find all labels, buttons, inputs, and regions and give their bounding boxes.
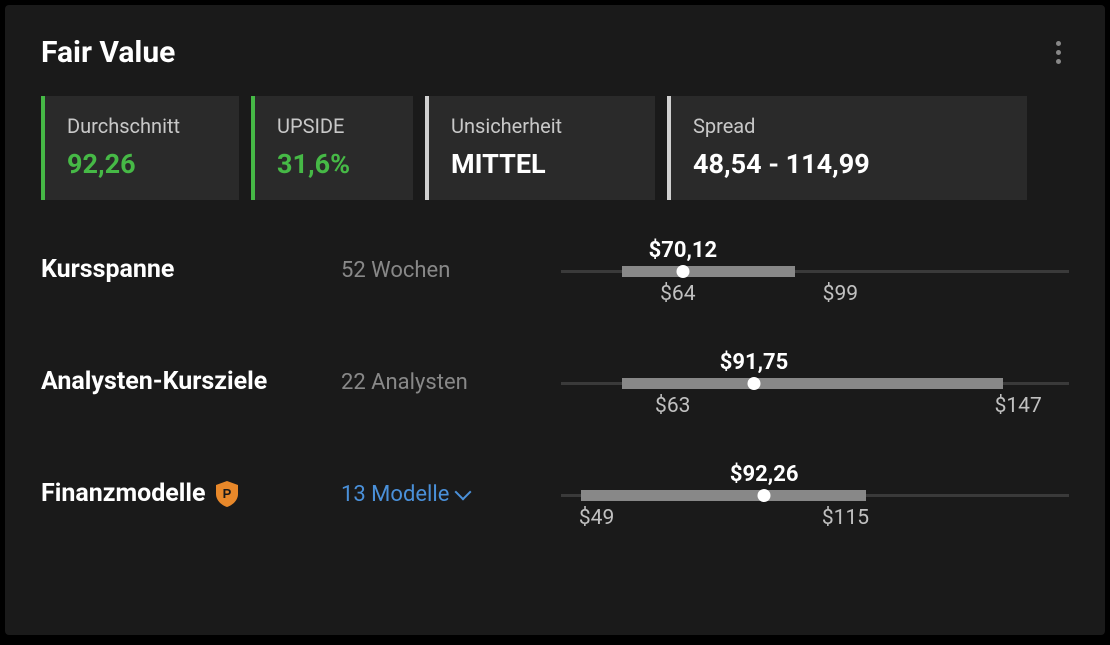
slider-bar (622, 378, 1003, 389)
range-sublabel-link[interactable]: 13 Modelle (341, 482, 561, 507)
slider-current-value: $70,12 (649, 238, 718, 263)
range-sublabel: 52 Wochen (341, 258, 561, 283)
slider-dot (676, 265, 689, 278)
range-label-text: Kursspanne (41, 254, 174, 287)
stat-value: MITTEL (451, 148, 633, 180)
range-row-analysten: Analysten-Kursziele 22 Analysten $91,75 … (41, 352, 1069, 412)
slider-bar (581, 490, 865, 501)
slider-low-value: $63 (655, 394, 690, 418)
stat-uncertainty: Unsicherheit MITTEL (425, 96, 655, 200)
slider-current-value: $91,75 (720, 350, 789, 375)
stat-label: Spread (693, 114, 1005, 138)
stat-spread: Spread 48,54 - 114,99 (667, 96, 1027, 200)
stat-label: Durchschnitt (67, 114, 217, 138)
range-label: Finanzmodelle P (41, 478, 341, 511)
svg-text:P: P (222, 486, 231, 501)
range-row-finanzmodelle: Finanzmodelle P 13 Modelle $92,26 $49 $1… (41, 464, 1069, 524)
slider-high-value: $99 (823, 282, 858, 306)
slider-current-value: $92,26 (730, 462, 799, 487)
slider-high-value: $115 (822, 506, 869, 530)
pro-badge-icon: P (216, 481, 238, 507)
range-slider: $91,75 $63 $147 (561, 352, 1069, 412)
slider-bar (622, 266, 795, 277)
stat-value: 31,6% (277, 148, 391, 180)
slider-low-value: $49 (579, 506, 614, 530)
range-sublabel: 22 Analysten (341, 370, 561, 395)
slider-dot (748, 377, 761, 390)
slider-high-value: $147 (995, 394, 1042, 418)
stat-value: 48,54 - 114,99 (693, 148, 1005, 180)
stat-label: Unsicherheit (451, 114, 633, 138)
fair-value-card: Fair Value Durchschnitt 92,26 UPSIDE 31,… (5, 5, 1105, 635)
range-sublabel-text: 13 Modelle (341, 482, 449, 507)
range-label: Kursspanne (41, 254, 341, 287)
range-slider: $70,12 $64 $99 (561, 240, 1069, 300)
stat-label: UPSIDE (277, 114, 391, 138)
range-label-text: Finanzmodelle (41, 478, 206, 511)
range-slider: $92,26 $49 $115 (561, 464, 1069, 524)
more-options-icon[interactable] (1048, 33, 1069, 72)
slider-dot (758, 489, 771, 502)
card-title: Fair Value (41, 35, 175, 70)
stat-average: Durchschnitt 92,26 (41, 96, 239, 200)
stat-value: 92,26 (67, 148, 217, 180)
range-label-text: Analysten-Kursziele (41, 366, 267, 399)
card-header: Fair Value (41, 33, 1069, 72)
range-row-kursspanne: Kursspanne 52 Wochen $70,12 $64 $99 (41, 240, 1069, 300)
chevron-down-icon (455, 484, 472, 501)
stats-row: Durchschnitt 92,26 UPSIDE 31,6% Unsicher… (41, 96, 1069, 200)
slider-low-value: $64 (660, 282, 695, 306)
range-label: Analysten-Kursziele (41, 366, 341, 399)
stat-upside: UPSIDE 31,6% (251, 96, 413, 200)
